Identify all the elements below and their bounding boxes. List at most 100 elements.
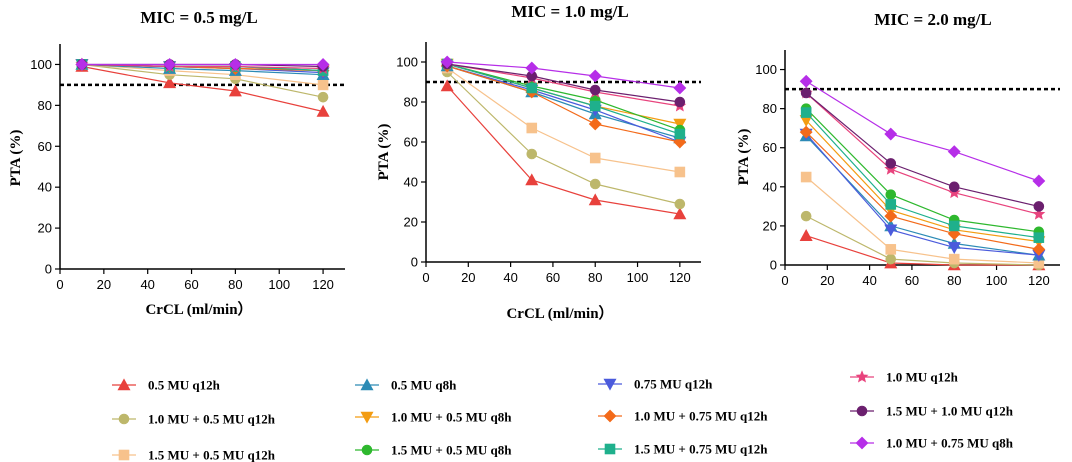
y-tick-label: 20 [404, 215, 418, 230]
y-tick-label: 80 [38, 98, 52, 113]
data-point [589, 84, 601, 96]
legend-item: 0.75 MU q12h [598, 377, 713, 392]
legend-item: 0.5 MU q8h [355, 378, 457, 393]
series-line [805, 176, 1039, 264]
series-line [447, 63, 681, 131]
legend-marker [117, 378, 131, 391]
data-point [800, 210, 812, 222]
data-point [800, 107, 812, 118]
chart-title: MIC = 1.0 mg/L [511, 2, 628, 21]
data-point [800, 171, 812, 183]
data-point [674, 198, 686, 210]
legend-marker [856, 405, 868, 417]
y-tick-label: 80 [404, 95, 418, 110]
legend-item: 1.5 MU + 0.75 MU q12h [598, 442, 768, 457]
legend-label: 1.5 MU + 0.75 MU q12h [634, 442, 768, 457]
legend-label: 1.0 MU + 0.5 MU q12h [148, 412, 276, 427]
data-point [316, 104, 330, 117]
y-tick-label: 100 [396, 55, 418, 70]
series-line [806, 235, 1039, 266]
x-tick-label: 120 [1028, 273, 1050, 288]
series-line [805, 80, 1039, 182]
data-point [948, 220, 960, 232]
series-1-0-mu-0-75-mu-q8h [440, 55, 687, 95]
panel-mic-2-0: MIC = 2.0 mg/L PTA (%) 0 20 40 60 80 100 0 20 40… [736, 10, 1060, 288]
data-point [163, 58, 177, 71]
series-line [805, 108, 1039, 233]
y-axis-label: PTA (%) [8, 130, 24, 187]
data-point [589, 100, 601, 112]
y-tick-label: 100 [755, 62, 777, 77]
x-tick-label: 100 [627, 270, 649, 285]
legend-marker [360, 411, 374, 424]
y-tick-label: 60 [38, 139, 52, 154]
y-tick-label: 40 [404, 175, 418, 190]
data-point [1032, 242, 1046, 256]
series-line [447, 63, 680, 107]
data-point [589, 152, 601, 164]
x-tick-label: 100 [268, 277, 290, 292]
legend-label: 1.0 MU + 0.75 MU q12h [634, 409, 768, 424]
series-line [447, 61, 680, 89]
data-point [800, 87, 812, 99]
data-point [674, 96, 686, 108]
legend-marker [118, 413, 130, 425]
legend-label: 1.5 MU + 0.5 MU q8h [391, 443, 512, 458]
data-point [673, 118, 687, 131]
data-point [589, 178, 601, 190]
legend-item: 1.5 MU + 1.0 MU q12h [850, 404, 1014, 419]
chart-title: MIC = 0.5 mg/L [140, 8, 257, 27]
data-point [1032, 207, 1046, 220]
data-point [1033, 201, 1045, 212]
y-tick-label: 0 [411, 255, 418, 270]
data-point [674, 128, 686, 140]
series-line [805, 135, 1039, 256]
x-tick-label: 80 [228, 277, 242, 292]
x-tick-label: 60 [546, 270, 560, 285]
legend-item: 0.5 MU q12h [112, 378, 221, 393]
series-0-75-mu-q12h [799, 128, 1046, 262]
x-tick-label: 60 [184, 277, 198, 292]
legend: 0.5 MU q12h 1.0 MU + 0.5 MU q12h 1.5 MU + … [112, 370, 1014, 462]
y-tick-label: 0 [770, 258, 777, 273]
data-point [885, 189, 897, 200]
data-point [948, 253, 960, 265]
data-point [885, 158, 897, 169]
data-point [588, 117, 602, 131]
x-tick-label: 80 [947, 273, 961, 288]
series-1-0-mu-0-75-mu-q8h [75, 58, 330, 71]
series-line [805, 133, 1039, 256]
data-point [525, 61, 539, 75]
x-tick-label: 0 [422, 270, 429, 285]
legend-marker [604, 443, 616, 455]
legend-label: 0.5 MU q12h [148, 378, 221, 393]
data-point [317, 91, 329, 103]
data-point [884, 127, 898, 141]
x-tick-label: 0 [56, 277, 63, 292]
data-point [799, 125, 813, 139]
legend-item: 1.0 MU + 0.5 MU q8h [355, 410, 512, 425]
series-1-5-mu-0-75-mu-q12h [800, 107, 1045, 243]
y-tick-label: 100 [30, 57, 52, 72]
y-tick-label: 20 [763, 218, 777, 233]
legend-marker [361, 444, 373, 456]
data-point [526, 148, 538, 160]
legend-label: 1.0 MU + 0.5 MU q8h [391, 410, 512, 425]
y-tick-label: 20 [38, 221, 52, 236]
legend-item: 1.0 MU + 0.75 MU q8h [850, 436, 1014, 451]
series-line [446, 67, 680, 173]
x-tick-label: 40 [862, 273, 876, 288]
series-line [447, 63, 680, 135]
series-0-5-mu-q12h [440, 79, 687, 220]
data-point [526, 82, 538, 94]
x-tick-label: 80 [588, 270, 602, 285]
series-line [805, 92, 1039, 215]
y-tick-label: 40 [38, 180, 52, 195]
series-line [81, 63, 324, 86]
data-point [317, 79, 329, 91]
series-line [805, 112, 1039, 239]
data-point [75, 58, 89, 71]
series-1-0-mu-0-75-mu-q8h [799, 74, 1046, 188]
series-1-5-mu-0-75-mu-q12h [441, 58, 686, 140]
x-tick-label: 20 [461, 270, 475, 285]
